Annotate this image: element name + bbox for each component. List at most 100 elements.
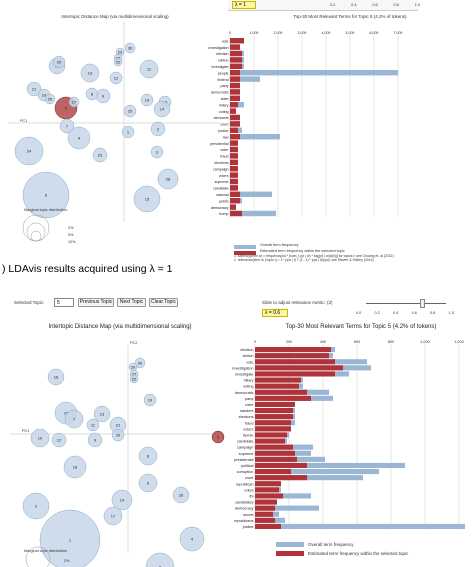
topic-frequency-bar[interactable] [255,432,287,438]
term-label[interactable]: elections [239,415,254,419]
term-label[interactable]: court [221,123,229,127]
topic-bubble-16[interactable] [47,368,65,386]
term-label[interactable]: clinton [243,354,254,358]
topic-frequency-bar[interactable] [255,517,275,523]
topic-bubble-12[interactable] [51,432,67,448]
topic-bubble-7[interactable] [59,118,75,134]
term-label[interactable]: law [223,135,229,139]
term-label[interactable]: secret [243,513,254,517]
topic-frequency-bar[interactable] [230,76,240,82]
top-slider-strip[interactable] [228,0,418,11]
term-label[interactable]: fraud [220,155,228,159]
topic-bubble-30[interactable] [124,42,136,54]
selected-topic-input[interactable] [54,298,74,307]
topic-frequency-bar[interactable] [230,204,236,210]
topic-frequency-bar[interactable] [255,371,335,377]
topic-bubble-2[interactable] [150,121,166,137]
topic-frequency-bar[interactable] [230,108,236,114]
term-label[interactable]: voter [245,403,254,407]
topic-bubble-3[interactable] [145,552,175,567]
term-label[interactable]: democratic [211,91,229,95]
topic-frequency-bar[interactable] [255,438,285,444]
topic-bubble-5[interactable] [211,430,225,444]
topic-bubble-30[interactable] [134,357,146,369]
term-label[interactable]: candidates [235,501,253,505]
topic-frequency-bar[interactable] [230,166,238,172]
term-label[interactable]: democrat [214,116,229,120]
term-label[interactable]: democracy [211,206,229,210]
term-label[interactable]: elections [214,161,228,165]
overall-frequency-bar[interactable] [230,70,398,76]
topic-frequency-bar[interactable] [255,383,299,389]
term-label[interactable]: corruption [237,470,254,474]
topic-bubble-14[interactable] [153,100,171,118]
topic-frequency-bar[interactable] [255,414,293,420]
topic-bubble-26[interactable] [44,93,56,105]
topic-bubble-19[interactable] [143,393,157,407]
topic-bubble-11[interactable] [139,59,159,79]
topic-frequency-bar[interactable] [255,408,293,414]
topic-frequency-bar[interactable] [230,102,238,108]
topic-bubble-14[interactable] [111,489,133,511]
topic-frequency-bar[interactable] [255,511,273,517]
relevance-slider-handle[interactable] [420,299,425,308]
topic-frequency-bar[interactable] [255,353,329,359]
topic-frequency-bar[interactable] [230,210,242,217]
topic-bubble-8[interactable] [138,446,158,466]
topic-bubble-1[interactable] [39,509,101,567]
topic-frequency-bar[interactable] [255,505,275,511]
term-label[interactable]: sanders [240,409,254,413]
term-label[interactable]: federal [218,78,229,82]
topic-frequency-bar[interactable] [230,121,240,127]
term-label[interactable]: supreme [239,452,254,456]
topic-frequency-bar[interactable] [255,347,331,353]
topic-bubble-11[interactable] [86,418,100,432]
topic-frequency-bar[interactable] [230,185,238,191]
term-label[interactable]: presidential [234,458,254,462]
topic-frequency-bar[interactable] [230,70,240,76]
term-label[interactable]: republican [236,482,254,486]
topic-frequency-bar[interactable] [255,395,311,401]
term-label[interactable]: investigation [209,46,229,50]
topic-frequency-bar[interactable] [255,377,301,383]
clear-topic-button[interactable]: Clear Topic [149,298,178,307]
topic-frequency-bar[interactable] [255,401,295,407]
term-label[interactable]: hillary [244,379,254,383]
term-label[interactable]: clinton [218,59,228,63]
term-label[interactable]: presidential [210,142,229,146]
topic-bubble-21[interactable] [26,81,42,97]
topic-frequency-bar[interactable] [230,159,238,165]
topic-frequency-bar[interactable] [255,487,279,493]
term-label[interactable]: votes [244,488,253,492]
topic-frequency-bar[interactable] [255,426,291,432]
term-label[interactable]: democracy [235,507,254,511]
term-label[interactable]: voting [219,110,229,114]
term-label[interactable]: justice [217,129,228,133]
topic-bubble-20[interactable] [111,428,125,442]
topic-bubble-12[interactable] [109,71,123,85]
topic-frequency-bar[interactable] [255,359,335,365]
topic-frequency-bar[interactable] [230,63,242,69]
term-label[interactable]: republicans [234,519,254,523]
topic-bubble-13[interactable] [93,405,111,423]
topic-frequency-bar[interactable] [230,198,240,204]
overall-frequency-bar[interactable] [255,469,379,475]
overall-frequency-bar[interactable] [255,462,405,468]
term-label[interactable]: justice [242,525,254,529]
topic-bubble-17[interactable] [103,506,123,526]
topic-bubble-20[interactable] [52,55,66,69]
topic-frequency-bar[interactable] [230,178,238,185]
topic-bubble-19[interactable] [140,93,154,107]
topic-frequency-bar[interactable] [255,475,307,481]
topic-frequency-bar[interactable] [255,420,291,426]
term-label[interactable]: bernie [243,434,254,438]
topic-frequency-bar[interactable] [230,140,238,146]
topic-bubble-1[interactable] [121,125,135,139]
term-label[interactable]: supreme [215,180,229,184]
term-label[interactable]: national [216,193,229,197]
topic-bubble-23[interactable] [92,147,108,163]
topic-bubble-4[interactable] [67,126,91,150]
topic-bubble-26[interactable] [172,486,190,504]
term-label[interactable]: campaign [237,446,253,450]
topic-bubble-17[interactable] [68,96,80,108]
